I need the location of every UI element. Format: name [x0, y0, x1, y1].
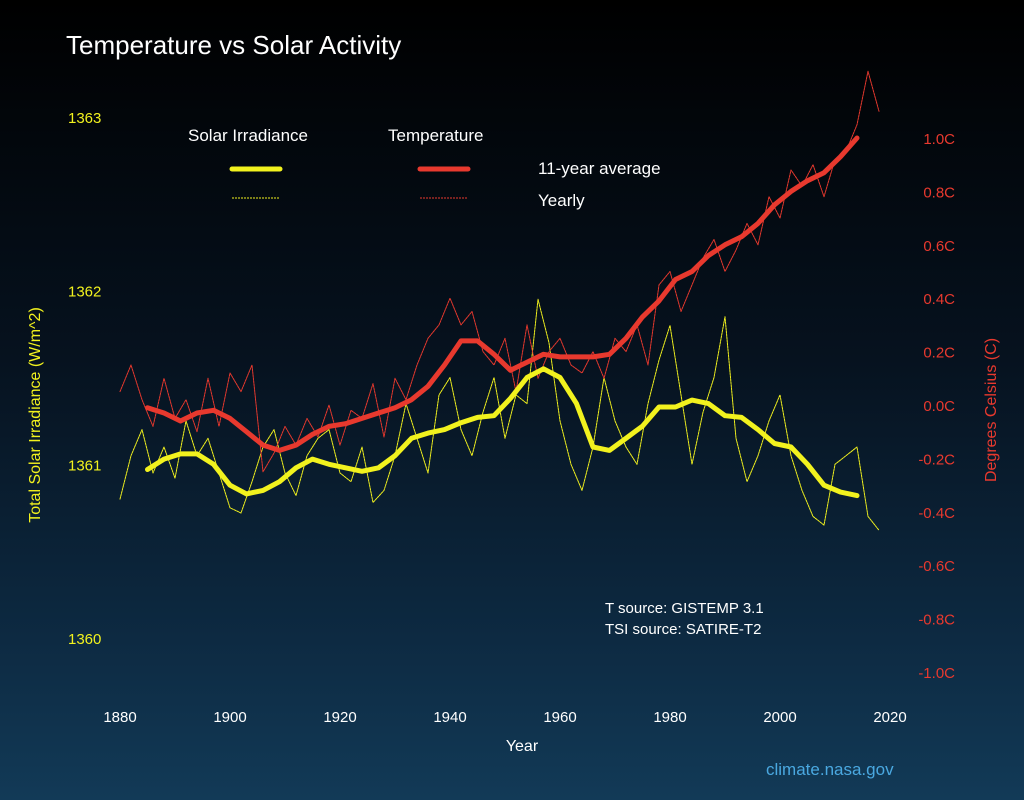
x-tick-label: 2020 — [873, 709, 906, 726]
y-right-axis-ticks: 1.0C 0.8C 0.6C 0.4C 0.2C 0.0C -0.2C -0.4C -0.6C -… — [918, 131, 955, 682]
x-tick-label: 1940 — [433, 709, 466, 726]
y-left-axis-ticks: 1360 1361 1362 1363 — [68, 110, 101, 648]
y-right-axis-label: Degrees Celsius (C) — [983, 338, 1000, 482]
y-right-tick-label: -0.6C — [918, 558, 955, 575]
y-right-tick-label: 0.2C — [923, 345, 955, 362]
y-right-tick-label: -1.0C — [918, 665, 955, 682]
x-tick-label: 1920 — [323, 709, 356, 726]
x-tick-label: 1980 — [653, 709, 686, 726]
source-annotation-temperature: T source: GISTEMP 3.1 — [605, 600, 764, 617]
y-right-tick-label: 1.0C — [923, 131, 955, 148]
y-right-tick-label: -0.4C — [918, 505, 955, 522]
y-right-tick-label: -0.2C — [918, 451, 955, 468]
legend-yearly-label: Yearly — [538, 191, 585, 210]
y-right-tick-label: -0.8C — [918, 612, 955, 629]
series-layer — [119, 70, 880, 531]
x-tick-label: 1960 — [543, 709, 576, 726]
y-right-tick-label: 0.6C — [923, 238, 955, 255]
x-axis-label: Year — [506, 738, 539, 755]
source-annotation-tsi: TSI source: SATIRE-T2 — [605, 621, 761, 638]
x-tick-label: 1900 — [213, 709, 246, 726]
chart-title: Temperature vs Solar Activity — [66, 30, 401, 60]
y-left-tick-label: 1360 — [68, 631, 101, 648]
y-left-tick-label: 1361 — [68, 457, 101, 474]
credit-text: climate.nasa.gov — [766, 760, 894, 779]
solar-yearly-line — [119, 298, 880, 531]
solar-average-line — [145, 366, 860, 499]
x-tick-label: 2000 — [763, 709, 796, 726]
legend-solar-header: Solar Irradiance — [188, 126, 308, 145]
y-right-tick-label: 0.8C — [923, 184, 955, 201]
temperature-average-line — [145, 135, 860, 453]
legend-temperature-header: Temperature — [388, 126, 483, 145]
y-left-tick-label: 1362 — [68, 284, 101, 301]
temperature-yearly-line — [119, 70, 880, 473]
y-right-tick-label: 0.4C — [923, 291, 955, 308]
y-left-tick-label: 1363 — [68, 110, 101, 127]
legend: Solar Irradiance Temperature 11-year ave… — [188, 126, 661, 210]
x-axis-ticks: 1880 1900 1920 1940 1960 1980 2000 2020 — [103, 709, 906, 726]
legend-avg-label: 11-year average — [538, 159, 661, 178]
x-tick-label: 1880 — [103, 709, 136, 726]
y-right-tick-label: 0.0C — [923, 398, 955, 415]
y-left-axis-label: Total Solar Irradiance (W/m^2) — [27, 307, 44, 523]
